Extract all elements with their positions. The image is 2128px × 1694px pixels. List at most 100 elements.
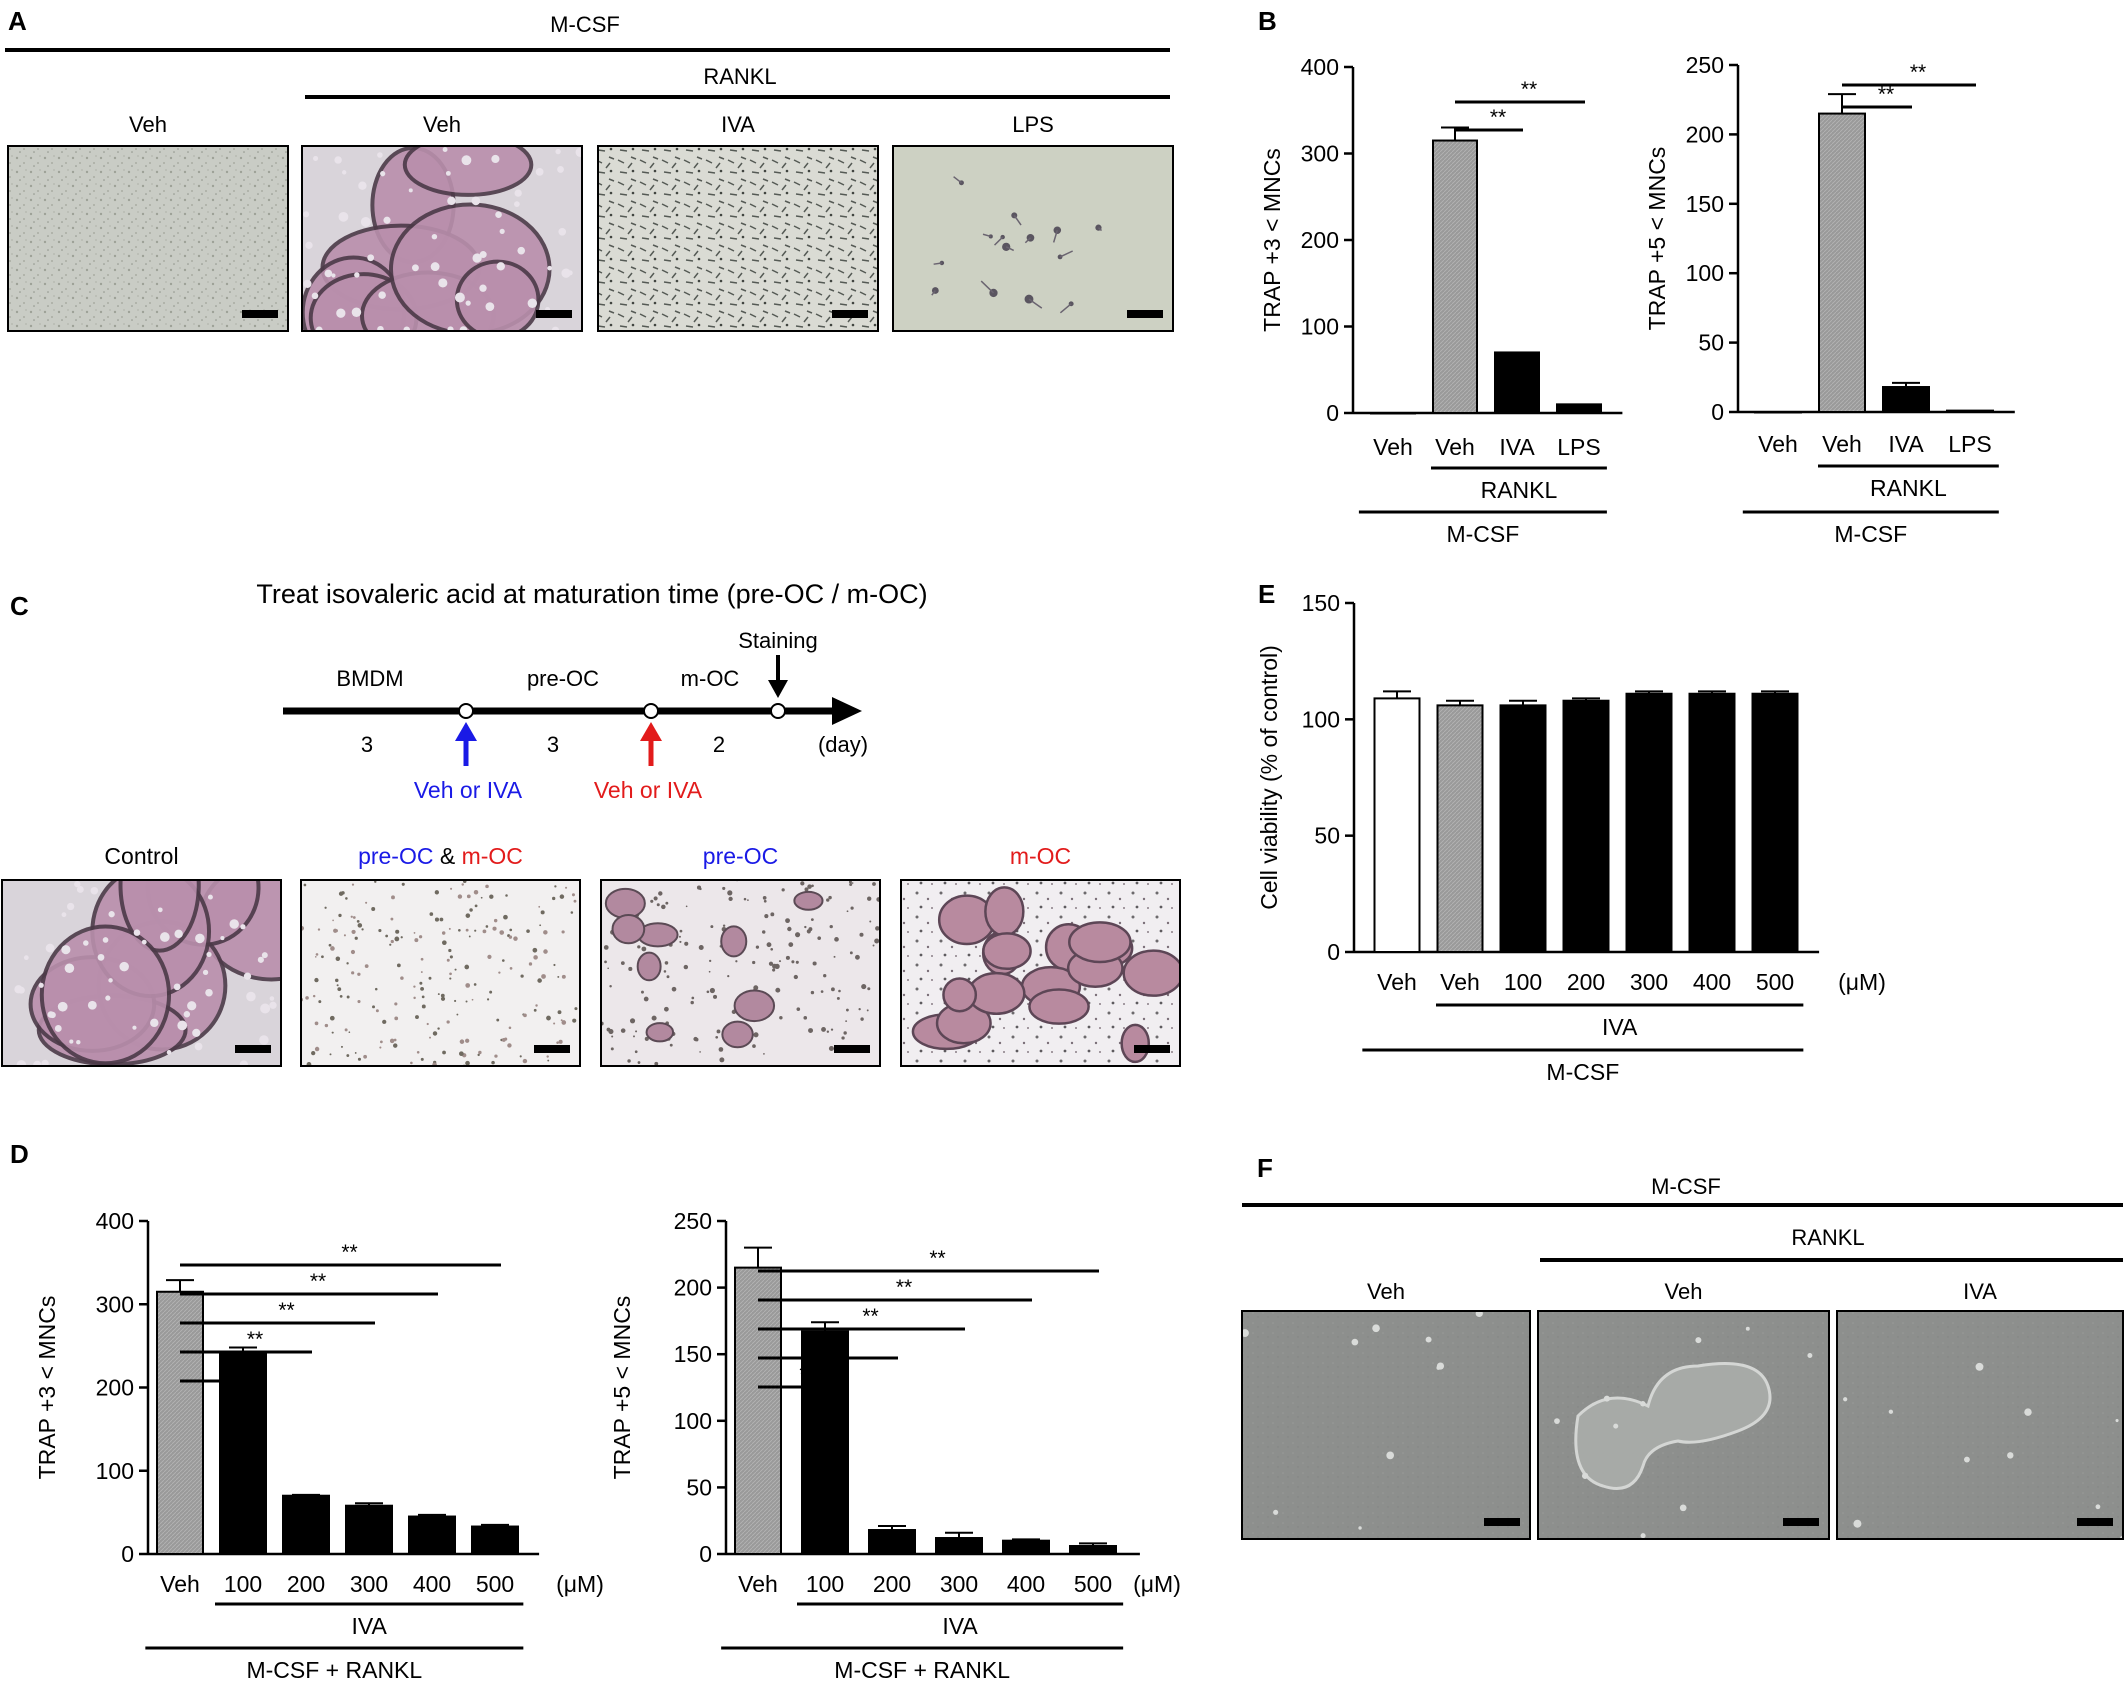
panel-c-image-2-debris — [507, 1043, 512, 1048]
panel-c-image-2-debris — [393, 1038, 397, 1042]
y-tick-label: 400 — [96, 1208, 134, 1234]
y-tick-label: 200 — [96, 1375, 134, 1401]
panel-c-image-2-debris — [535, 1004, 538, 1007]
panel-a-image-2-scale-bar — [536, 310, 572, 318]
panel-a-image-2-nucleus — [535, 168, 544, 176]
panel-c-image-2-border — [300, 879, 581, 1067]
panel-c-image-2-debris — [434, 890, 440, 895]
panel-c-image-2-debris — [573, 899, 577, 903]
panel-c-image-2-debris — [508, 1026, 512, 1030]
panel-c-image-3-debris — [669, 1043, 673, 1047]
panel-c-image-2-debris — [420, 971, 423, 974]
panel-c-image-3 — [600, 879, 881, 1067]
panel-c-image-3-debris — [727, 890, 733, 896]
panel-a-image-2-nucleus — [514, 201, 520, 207]
panel-a-image-label: Veh — [129, 112, 167, 137]
panel-c-image-3-debris — [611, 1035, 614, 1038]
y-axis-label: TRAP +5 < MNCs — [609, 1296, 635, 1480]
panel-c-image-2-debris — [357, 999, 361, 1004]
x-tick-label: 500 — [476, 1571, 514, 1597]
panel-a-image-3 — [597, 145, 879, 332]
panel-f-image-2-particle — [1603, 1395, 1610, 1402]
x-tick-label: Veh — [738, 1571, 778, 1597]
x-tick-label: 100 — [224, 1571, 262, 1597]
panel-c-image-2-debris — [394, 1002, 398, 1006]
panel-c-image-3-debris — [829, 924, 833, 929]
panel-c-image-2-debris — [519, 1055, 522, 1058]
panel-c-image-2-debris — [482, 929, 487, 934]
bar — [1946, 409, 1994, 413]
panel-a-image-2-nucleus — [354, 272, 360, 278]
panel-c-image-2-debris — [400, 936, 403, 939]
panel-a-image-2-nucleus — [495, 211, 502, 219]
x-tick-label: 200 — [1567, 969, 1605, 995]
panel-a-image-2-nucleus — [430, 262, 440, 272]
bar — [1373, 697, 1421, 953]
panel-c-image-2-debris — [439, 917, 444, 922]
panel-c-image-2-debris — [410, 1061, 413, 1065]
panel-c-image-3-debris — [795, 960, 799, 964]
panel-c-image-1 — [1, 879, 282, 1067]
panel-c-image-2-debris — [543, 949, 548, 954]
panel-c-image-3-debris — [867, 896, 872, 901]
timeline-arrowhead-icon — [832, 697, 862, 725]
panel-a-image-2-nucleus — [561, 268, 571, 278]
panel-a-image-2-nucleus — [454, 292, 465, 303]
panel-c-image-2-debris — [505, 894, 508, 897]
panel-c-image-2-debris — [341, 891, 345, 895]
panel-c-image-3-debris — [793, 974, 798, 980]
panel-c-image-2-debris — [480, 896, 483, 899]
panel-c-image-1-nucleus — [246, 991, 256, 1002]
panel-c-image-2-debris — [526, 929, 530, 933]
panel-c-image-2-debris — [345, 897, 348, 900]
panel-c-image-2-debris — [454, 968, 457, 971]
panel-c-image-2-debris — [371, 907, 376, 912]
panel-f-image-label: Veh — [1367, 1279, 1405, 1304]
panel-c-image-2-debris — [314, 1046, 320, 1052]
panel-c-image-3-debris — [684, 941, 689, 946]
panel-f-image-1-particle — [1425, 1336, 1432, 1343]
panel-c-image-3-debris — [826, 898, 830, 902]
panel-a-image-2-nucleus — [445, 170, 451, 176]
panel-f-image-3-particle — [2115, 1418, 2119, 1423]
significance-label: ** — [829, 1334, 845, 1357]
panel-c-label-part: m-OC — [462, 843, 523, 869]
panel-c-image-3-debris — [808, 927, 813, 932]
panel-c-image-2-debris — [357, 923, 363, 928]
panel-c-image-2-debris — [546, 1055, 549, 1058]
panel-c-image-1-nucleus — [23, 955, 29, 961]
panel-c-image-3-debris — [606, 1027, 611, 1032]
bar — [1751, 692, 1799, 953]
panel-f-image-3-particle — [2007, 1452, 2014, 1459]
panel-a-image-2-nucleus — [303, 279, 312, 288]
panel-c-image-2-debris — [448, 927, 451, 930]
panel-c-image-2-debris — [380, 1040, 383, 1044]
panel-c-image-3-debris — [752, 960, 756, 965]
panel-c-image-2-debris — [486, 998, 490, 1001]
panel-a-image-2-nucleus — [336, 308, 346, 318]
x-tick-label: 200 — [873, 1571, 911, 1597]
panel-c-image-2-debris — [357, 972, 361, 976]
panel-c-image-1-nucleus — [132, 1025, 137, 1030]
panel-c-image-1-nucleus — [76, 1040, 81, 1045]
timeline-stage-bmdm: BMDM — [336, 666, 403, 691]
panel-c-image-2-debris — [428, 976, 432, 980]
panel-a-image-1-content — [8, 146, 288, 331]
panel-c-image-2-debris — [520, 974, 524, 978]
panel-a-image-2-nucleus — [411, 264, 419, 272]
panel-a-image-label: Veh — [423, 112, 461, 137]
panel-c-image-2-debris — [468, 935, 471, 938]
panel-a-image-4-process — [1059, 303, 1072, 314]
panel-a-image-2-nucleus — [305, 241, 313, 250]
significance-label: ** — [1878, 83, 1894, 106]
panel-c-image-1-nucleus — [108, 911, 115, 918]
y-tick-label: 200 — [1301, 227, 1339, 253]
x-tick-label: 400 — [1007, 1571, 1045, 1597]
panel-a-image-1 — [7, 145, 289, 332]
panel-c-image-2-debris — [351, 929, 356, 935]
panel-a-image-2-nucleus — [358, 181, 367, 190]
panel-c-image-1-nucleus — [239, 1060, 248, 1066]
panel-c-image-3-cell — [604, 887, 646, 919]
significance-label: ** — [341, 1241, 357, 1264]
